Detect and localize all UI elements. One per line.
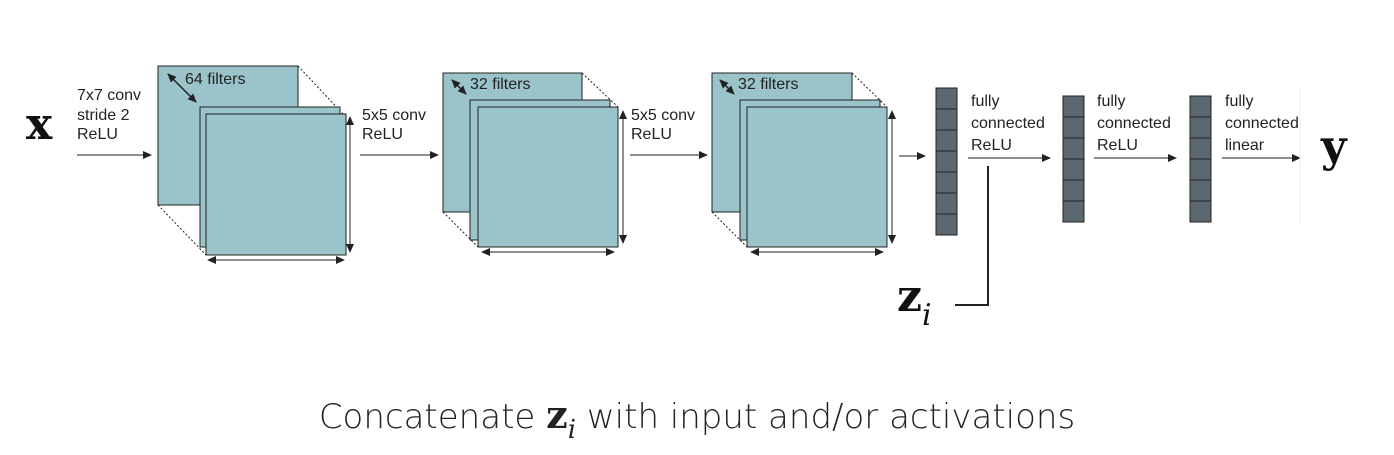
fc1-line2: connected	[971, 115, 1045, 132]
fc3-line3: linear	[1225, 137, 1265, 154]
output-symbol: y	[1321, 121, 1347, 172]
input-symbol: x	[26, 99, 53, 150]
fc-column-3	[1189, 95, 1212, 223]
fc-unit	[1189, 137, 1212, 160]
fc-unit	[935, 87, 958, 110]
stage1-op-line1: 7x7 conv	[77, 87, 142, 104]
latent-symbol: zi	[897, 271, 932, 334]
conv-block-3	[711, 72, 896, 256]
stage1-op-line3: ReLU	[77, 126, 118, 143]
fc-unit	[1062, 158, 1085, 181]
caption-subscript: i	[567, 415, 577, 445]
latent-connector	[955, 166, 989, 306]
stage3-op-line1: 5x5 conv	[631, 107, 696, 124]
fc-column-2	[1062, 95, 1085, 223]
fc-unit	[935, 213, 958, 236]
fc-unit	[1189, 200, 1212, 223]
fc-unit	[1062, 116, 1085, 139]
fc-unit	[935, 129, 958, 152]
stage1-op-line2: stride 2	[77, 107, 130, 124]
fc1-line3: ReLU	[971, 137, 1012, 154]
fc-unit	[1189, 95, 1212, 118]
fc-column-1	[935, 87, 958, 236]
stage2-op-line1: 5x5 conv	[362, 107, 427, 124]
fc3-line1: fully	[1225, 93, 1254, 110]
feature-map-front	[477, 106, 619, 248]
conv-block-1	[157, 65, 354, 264]
stage3-op-line2: ReLU	[631, 126, 672, 143]
fc-unit	[1062, 200, 1085, 223]
fc-unit	[935, 171, 958, 194]
stage2-op-line2: ReLU	[362, 126, 403, 143]
fc-unit	[1062, 179, 1085, 202]
fc-unit	[935, 150, 958, 173]
caption-latent: zi	[546, 392, 577, 445]
stage2-filters: 32 filters	[470, 76, 531, 93]
fc-unit	[935, 108, 958, 131]
feature-map-front	[746, 106, 888, 248]
fc2-line2: connected	[1097, 115, 1171, 132]
stage1-filters: 64 filters	[185, 71, 246, 88]
caption: Concatenate zi with input and/or activat…	[0, 392, 1394, 445]
caption-before: Concatenate	[318, 397, 547, 437]
fc-unit	[1189, 116, 1212, 139]
fc2-line3: ReLU	[1097, 137, 1138, 154]
caption-after: with input and/or activations	[576, 397, 1076, 437]
fc-unit	[1062, 137, 1085, 160]
fc-unit	[1062, 95, 1085, 118]
feature-map-front	[205, 113, 347, 256]
fc3-line2: connected	[1225, 115, 1299, 132]
fc-unit	[1189, 179, 1212, 202]
fc1-line1: fully	[971, 93, 1000, 110]
conv-block-2	[442, 72, 627, 256]
latent-subscript: i	[922, 298, 932, 333]
stage3-filters: 32 filters	[738, 76, 799, 93]
fc-unit	[935, 192, 958, 215]
fc2-line1: fully	[1097, 93, 1126, 110]
fc-unit	[1189, 158, 1212, 181]
